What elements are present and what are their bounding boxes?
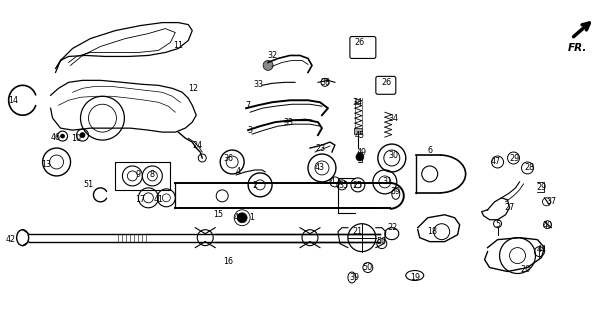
Text: 26: 26 — [355, 38, 365, 47]
Text: 35: 35 — [339, 181, 349, 190]
Circle shape — [60, 134, 65, 138]
Text: 1: 1 — [249, 213, 254, 222]
Text: 5: 5 — [495, 220, 500, 229]
Bar — [354, 128, 362, 134]
Text: 2: 2 — [253, 181, 257, 190]
Text: 6: 6 — [427, 146, 432, 155]
Text: 43: 43 — [315, 164, 325, 172]
Text: 16: 16 — [223, 257, 233, 266]
Text: 14: 14 — [8, 96, 18, 105]
Text: 11: 11 — [173, 41, 183, 50]
Text: 26: 26 — [382, 78, 392, 87]
Text: 37: 37 — [547, 197, 556, 206]
Text: 31: 31 — [383, 177, 393, 187]
Text: 39: 39 — [391, 188, 401, 196]
Bar — [115, 162, 170, 190]
Text: 32: 32 — [267, 51, 277, 60]
Text: 22: 22 — [388, 223, 398, 232]
Text: 30: 30 — [389, 150, 399, 160]
Text: 45: 45 — [355, 131, 365, 140]
Circle shape — [237, 213, 247, 223]
Text: 34: 34 — [389, 114, 399, 123]
Text: 18: 18 — [427, 227, 437, 236]
Text: FR.: FR. — [567, 43, 587, 52]
Text: 27: 27 — [504, 203, 515, 212]
Text: 3: 3 — [248, 126, 253, 135]
Text: 36: 36 — [223, 154, 233, 163]
Text: 34: 34 — [353, 98, 363, 107]
Text: 51: 51 — [84, 180, 93, 189]
Text: 50: 50 — [377, 237, 387, 246]
Text: 9: 9 — [136, 171, 141, 180]
Text: 4: 4 — [329, 177, 334, 187]
Text: 13: 13 — [41, 160, 52, 170]
Text: 15: 15 — [213, 210, 223, 219]
Text: 29: 29 — [536, 183, 547, 192]
Text: 29: 29 — [509, 154, 520, 163]
Text: 42: 42 — [5, 235, 16, 244]
Text: 41: 41 — [153, 195, 163, 204]
Circle shape — [356, 153, 364, 161]
Text: 46: 46 — [51, 132, 60, 141]
Text: 21: 21 — [353, 227, 363, 236]
Text: 23: 23 — [315, 144, 325, 153]
Text: 4: 4 — [235, 167, 241, 176]
Text: 39: 39 — [350, 273, 360, 282]
Text: 47: 47 — [490, 157, 501, 166]
Text: 7: 7 — [246, 101, 251, 110]
Circle shape — [263, 60, 273, 70]
Text: 40: 40 — [542, 221, 553, 230]
Circle shape — [80, 132, 85, 138]
Text: 38: 38 — [320, 78, 330, 87]
Text: 50: 50 — [363, 263, 373, 272]
Text: 8: 8 — [150, 171, 155, 180]
Text: 17: 17 — [135, 195, 145, 204]
Text: 44: 44 — [536, 245, 547, 254]
Text: 49: 49 — [357, 148, 367, 156]
Text: 28: 28 — [525, 164, 534, 172]
Text: 20: 20 — [520, 265, 531, 274]
Text: 19: 19 — [410, 273, 420, 282]
Text: 33: 33 — [283, 118, 293, 127]
Text: 33: 33 — [253, 80, 263, 89]
Text: 10: 10 — [71, 133, 82, 143]
Text: 25: 25 — [353, 181, 363, 190]
Text: 24: 24 — [192, 140, 203, 149]
Text: 12: 12 — [188, 84, 198, 93]
Text: 48: 48 — [233, 213, 243, 222]
